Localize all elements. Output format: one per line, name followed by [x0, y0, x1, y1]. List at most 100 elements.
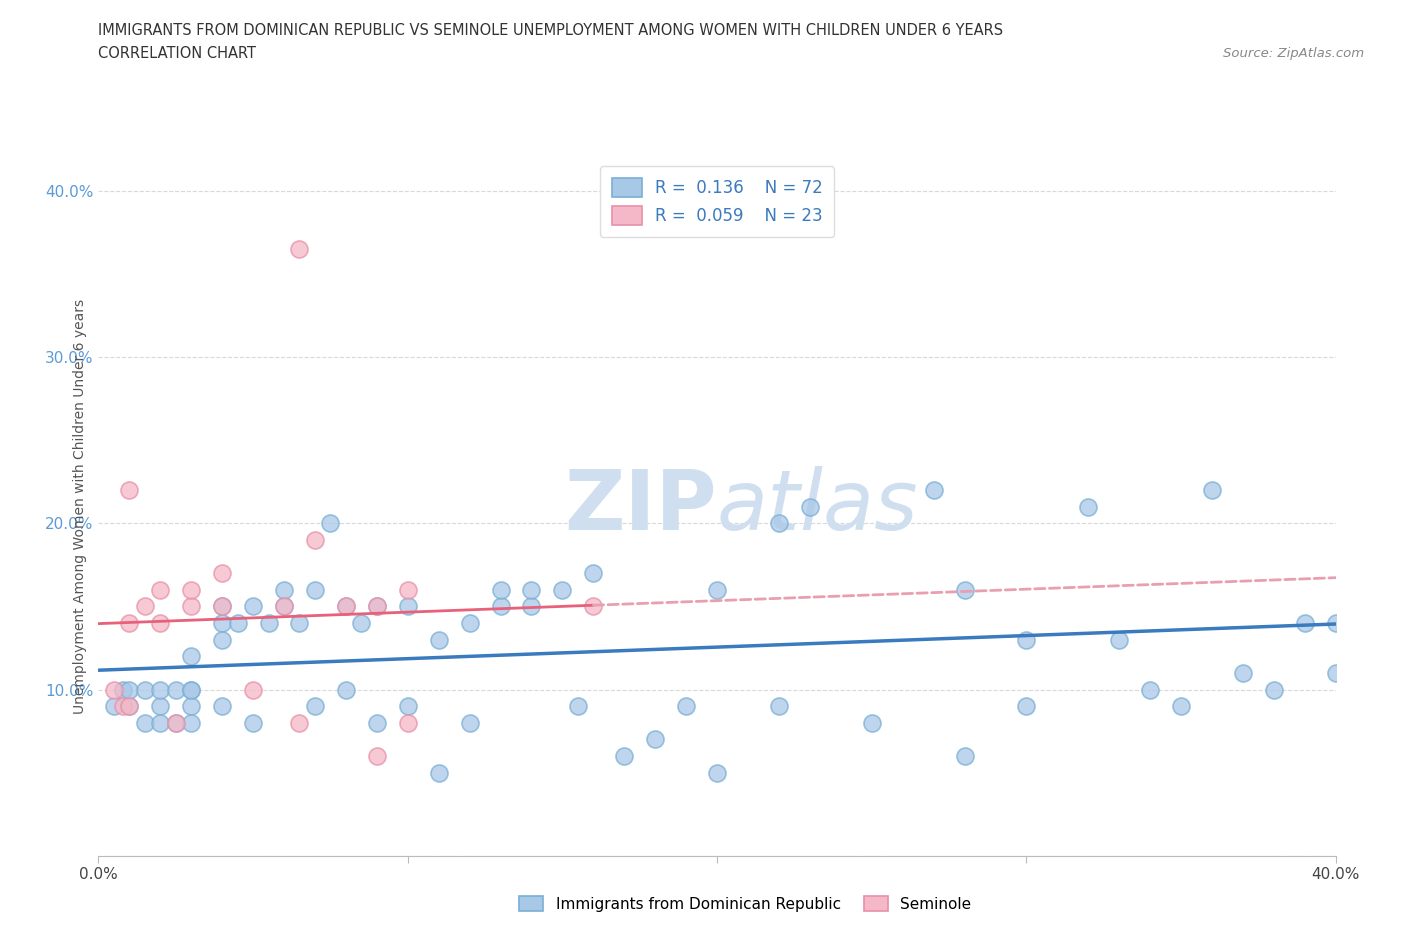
Point [582, 565, 605, 580]
Point [211, 565, 233, 580]
Point [953, 749, 976, 764]
Point [396, 715, 419, 730]
Point [118, 616, 141, 631]
Point [768, 698, 790, 713]
Y-axis label: Unemployment Among Women with Children Under 6 years: Unemployment Among Women with Children U… [73, 299, 87, 714]
Point [288, 242, 311, 257]
Point [134, 599, 156, 614]
Point [953, 582, 976, 597]
Point [211, 599, 233, 614]
Point [304, 698, 326, 713]
Point [350, 616, 373, 631]
Point [1170, 698, 1192, 713]
Point [149, 682, 172, 697]
Point [304, 582, 326, 597]
Point [1015, 698, 1038, 713]
Point [103, 698, 125, 713]
Point [551, 582, 574, 597]
Point [706, 582, 728, 597]
Point [489, 599, 512, 614]
Point [149, 582, 172, 597]
Point [799, 499, 821, 514]
Point [242, 715, 264, 730]
Point [288, 616, 311, 631]
Point [922, 483, 945, 498]
Point [567, 698, 589, 713]
Point [242, 682, 264, 697]
Point [211, 698, 233, 713]
Point [149, 698, 172, 713]
Point [860, 715, 883, 730]
Point [1201, 483, 1223, 498]
Point [165, 715, 187, 730]
Point [1015, 632, 1038, 647]
Point [1232, 666, 1254, 681]
Point [112, 682, 135, 697]
Point [613, 749, 636, 764]
Text: ZIP: ZIP [565, 466, 717, 548]
Point [180, 682, 202, 697]
Point [335, 599, 357, 614]
Point [319, 516, 342, 531]
Text: atlas: atlas [717, 466, 918, 548]
Point [273, 582, 295, 597]
Point [149, 616, 172, 631]
Point [180, 582, 202, 597]
Point [242, 599, 264, 614]
Text: IMMIGRANTS FROM DOMINICAN REPUBLIC VS SEMINOLE UNEMPLOYMENT AMONG WOMEN WITH CHI: IMMIGRANTS FROM DOMINICAN REPUBLIC VS SE… [98, 23, 1004, 38]
Point [706, 765, 728, 780]
Point [1294, 616, 1316, 631]
Point [1108, 632, 1130, 647]
Point [1139, 682, 1161, 697]
Point [427, 632, 450, 647]
Point [675, 698, 697, 713]
Point [427, 765, 450, 780]
Point [644, 732, 666, 747]
Legend: Immigrants from Dominican Republic, Seminole: Immigrants from Dominican Republic, Semi… [513, 889, 977, 918]
Point [118, 483, 141, 498]
Point [180, 698, 202, 713]
Point [211, 632, 233, 647]
Point [396, 698, 419, 713]
Point [768, 516, 790, 531]
Point [396, 582, 419, 597]
Point [165, 682, 187, 697]
Point [458, 616, 481, 631]
Point [520, 599, 543, 614]
Point [180, 715, 202, 730]
Point [165, 715, 187, 730]
Legend: R =  0.136    N = 72, R =  0.059    N = 23: R = 0.136 N = 72, R = 0.059 N = 23 [600, 166, 834, 236]
Point [304, 533, 326, 548]
Point [118, 682, 141, 697]
Point [1324, 666, 1347, 681]
Point [366, 715, 388, 730]
Point [288, 715, 311, 730]
Point [335, 599, 357, 614]
Point [211, 616, 233, 631]
Point [582, 599, 605, 614]
Point [489, 582, 512, 597]
Point [180, 599, 202, 614]
Point [273, 599, 295, 614]
Point [273, 599, 295, 614]
Text: Source: ZipAtlas.com: Source: ZipAtlas.com [1223, 46, 1364, 60]
Point [226, 616, 249, 631]
Point [366, 749, 388, 764]
Point [1263, 682, 1285, 697]
Point [1324, 616, 1347, 631]
Point [366, 599, 388, 614]
Point [112, 698, 135, 713]
Point [103, 682, 125, 697]
Point [211, 599, 233, 614]
Text: CORRELATION CHART: CORRELATION CHART [98, 46, 256, 61]
Point [118, 698, 141, 713]
Point [458, 715, 481, 730]
Point [149, 715, 172, 730]
Point [520, 582, 543, 597]
Point [257, 616, 280, 631]
Point [180, 649, 202, 664]
Point [335, 682, 357, 697]
Point [134, 682, 156, 697]
Point [134, 715, 156, 730]
Point [366, 599, 388, 614]
